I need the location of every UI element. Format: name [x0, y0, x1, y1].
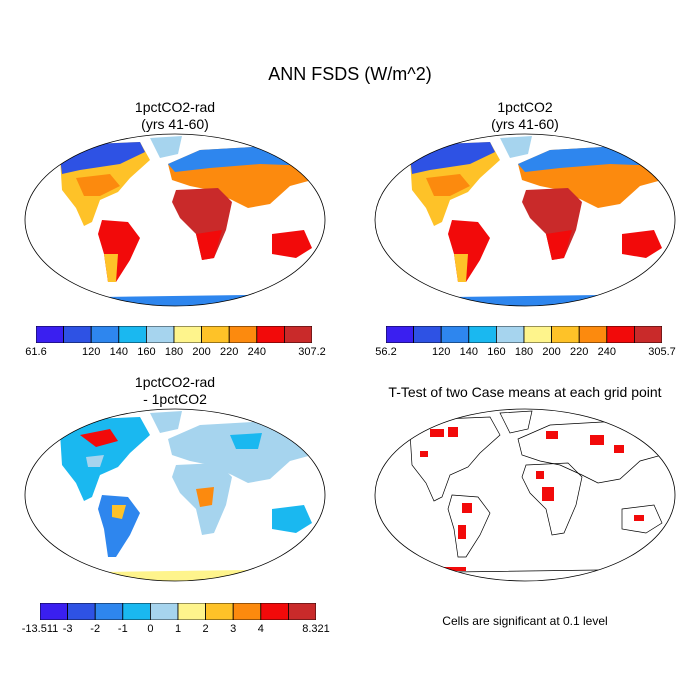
colorbar-3-tick-label: 8.321 [302, 623, 330, 635]
colorbar-2-tick-label: 56.2 [375, 346, 397, 358]
panel-3-title-line1: 1pctCO2-rad [134, 374, 216, 390]
colorbar-2-swatch [386, 326, 415, 343]
colorbar-3-tick-label: 4 [257, 623, 264, 635]
map-2-border [374, 133, 676, 307]
colorbar-1-swatch [118, 326, 147, 343]
colorbar-3-swatch [94, 603, 124, 620]
colorbar-1-tick-label: 220 [220, 346, 239, 358]
colorbar-3-swatch [67, 603, 96, 620]
colorbar-1-swatch [173, 326, 203, 343]
map-panel-4 [374, 408, 676, 582]
colorbar-1 [36, 326, 312, 343]
colorbar-3-tick-label: 0 [147, 623, 154, 635]
map-3-border [24, 408, 326, 582]
panel-3-title-line2: - 1pctCO2 [143, 391, 207, 407]
colorbar-2-swatch [606, 326, 635, 343]
panel-4-title-line1: T-Test of two Case means at each grid po… [388, 384, 662, 400]
colorbar-2-swatch [413, 326, 442, 343]
panel-1-title-line2: (yrs 41-60) [141, 116, 209, 132]
map-1-land [25, 136, 325, 306]
colorbar-1-swatch [283, 326, 312, 343]
colorbar-3 [40, 603, 316, 620]
colorbar-1-swatch [256, 326, 285, 343]
colorbar-2-swatch [633, 326, 662, 343]
colorbar-1-tick-label: 120 [82, 346, 101, 358]
colorbar-2-tick-label: 220 [570, 346, 589, 358]
significance-note: Cells are significant at 0.1 level [442, 614, 608, 628]
colorbar-1-tick-label: 160 [137, 346, 156, 358]
map-panel-2 [374, 133, 676, 307]
colorbar-2-tick-label: 305.7 [648, 346, 676, 358]
colorbar-1-tick-label: 307.2 [298, 346, 326, 358]
colorbar-2-tick-label: 180 [514, 346, 534, 358]
colorbar-2-swatch [468, 326, 497, 343]
colorbar-2-tick-label: 240 [597, 346, 616, 358]
colorbar-2-swatch [523, 326, 553, 343]
colorbar-2-tick-label: 200 [542, 346, 561, 358]
colorbar-2-tick-label: 140 [459, 346, 478, 358]
panel-4-title: T-Test of two Case means at each grid po… [350, 384, 700, 401]
map-4-border [374, 408, 676, 582]
colorbar-1-swatch [63, 326, 92, 343]
panel-1-title: 1pctCO2-rad (yrs 41-60) [25, 99, 325, 133]
panel-2-title-line1: 1pctCO2 [497, 99, 553, 115]
colorbar-1-tick-label: 140 [109, 346, 128, 358]
map-4-ocean [375, 409, 675, 581]
colorbar-3-swatch [122, 603, 151, 620]
map-panel-3 [24, 408, 326, 582]
colorbar-1-swatch [201, 326, 230, 343]
colorbar-3-tick-label: 3 [230, 623, 237, 635]
colorbar-2-swatch [440, 326, 470, 343]
colorbar-3-swatch [205, 603, 234, 620]
colorbar-2-swatch [578, 326, 608, 343]
panel-2-title: 1pctCO2 (yrs 41-60) [375, 99, 675, 133]
colorbar-1-tick-label: 200 [192, 346, 211, 358]
colorbar-2-swatch [496, 326, 525, 343]
colorbar-2 [386, 326, 662, 343]
map-1-border [24, 133, 326, 307]
panel-3-title: 1pctCO2-rad - 1pctCO2 [25, 374, 325, 408]
colorbar-3-swatch [150, 603, 179, 620]
colorbar-1-tick-label: 61.6 [25, 346, 47, 358]
colorbar-2-tick-label: 160 [487, 346, 506, 358]
colorbar-2-swatch [551, 326, 580, 343]
colorbar-3-swatch [287, 603, 316, 620]
colorbar-3-swatch [40, 603, 69, 620]
colorbar-1-tick-label: 180 [164, 346, 184, 358]
colorbar-3-tick-label: 2 [202, 623, 209, 635]
colorbar-1-swatch [228, 326, 258, 343]
colorbar-3-swatch [260, 603, 289, 620]
colorbar-3-swatch [177, 603, 207, 620]
colorbar-3-tick-label: -1 [117, 623, 128, 635]
colorbar-3-swatch [232, 603, 262, 620]
colorbar-1-tick-label: 240 [247, 346, 266, 358]
panel-2-title-line2: (yrs 41-60) [491, 116, 559, 132]
colorbar-1-swatch [90, 326, 120, 343]
colorbar-3-tick-label: -3 [62, 623, 73, 635]
colorbar-2-tick-label: 120 [432, 346, 451, 358]
panel-1-title-line1: 1pctCO2-rad [134, 99, 216, 115]
colorbar-1-swatch [36, 326, 65, 343]
colorbar-3-tick-label: -13.511 [21, 623, 59, 635]
map-4-land [375, 410, 675, 581]
colorbar-3-tick-label: -2 [90, 623, 101, 635]
map-panel-1 [24, 133, 326, 307]
figure-title: ANN FSDS (W/m^2) [268, 64, 432, 84]
colorbar-3-tick-label: 1 [174, 623, 182, 635]
colorbar-1-swatch [146, 326, 175, 343]
